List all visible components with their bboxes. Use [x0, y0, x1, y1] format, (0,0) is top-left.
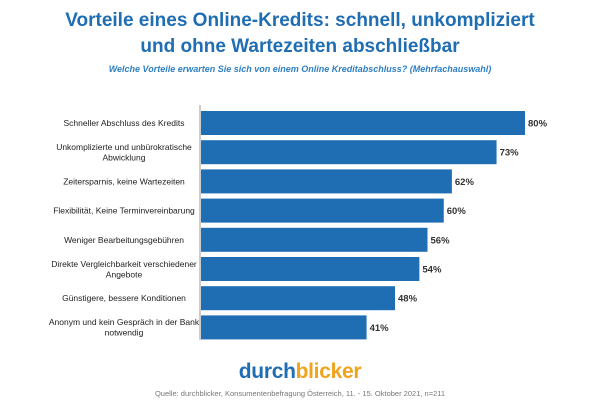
category-label: Anonym und kein Gespräch in der Bank notw…: [49, 317, 200, 338]
category-label: Schneller Abschluss des Kredits: [64, 118, 185, 128]
category-label-line: Angebote: [106, 269, 143, 279]
bar: [201, 286, 395, 311]
chart-title-line-2: und ohne Wartezeiten abschließbar: [140, 36, 460, 57]
bar: [201, 227, 428, 252]
brand-logo: durchblicker: [0, 360, 600, 384]
value-label: 60%: [447, 206, 467, 217]
bar-chart: 80% Schneller Abschluss des Kredits 73% Unk…: [49, 105, 548, 340]
category-label-line: notwendig: [105, 328, 144, 338]
value-label: 80%: [528, 119, 548, 130]
category-label: Zeitersparnis, keine Wartezeiten: [63, 176, 185, 186]
category-label-line: Schneller Abschluss des Kredits: [64, 118, 185, 128]
value-label: 54%: [422, 265, 442, 276]
bar: [201, 257, 420, 281]
category-label: Günstigere, bessere Konditionen: [62, 293, 186, 303]
chart-title-line-1: Vorteile eines Online-Kredits: schnell, …: [65, 10, 535, 31]
category-label-line: Abwicklung: [103, 152, 146, 162]
category-label-line: Unkomplizierte und unbürokratische: [56, 142, 192, 152]
value-label: 41%: [370, 323, 390, 334]
category-label: Flexibilität, Keine Terminvereinbarung: [53, 206, 195, 216]
value-label: 62%: [455, 177, 475, 188]
bar: [201, 140, 497, 165]
source-note: Quelle: durchblicker, Konsumentenbefragu…: [154, 389, 446, 398]
bar: [201, 111, 525, 135]
category-label-line: Zeitersparnis, keine Wartezeiten: [63, 176, 185, 186]
chart-title: Vorteile eines Online-Kredits: schnell, …: [0, 8, 600, 60]
bar: [201, 169, 452, 194]
value-label: 73%: [500, 148, 520, 159]
category-label: Weniger Bearbeitungsgebühren: [64, 235, 184, 245]
category-label-line: Anonym und kein Gespräch in der Bank: [49, 317, 200, 327]
logo-part-2: blicker: [295, 360, 362, 383]
category-label: Unkomplizierte und unbürokratische Abwick…: [56, 142, 192, 163]
value-label: 56%: [431, 235, 451, 246]
logo-part-1: durch: [238, 360, 296, 383]
chart-subtitle: Welche Vorteile erwarten Sie sich von ei…: [108, 64, 492, 74]
category-label-line: Flexibilität, Keine Terminvereinbarung: [53, 206, 195, 216]
category-label-line: Direkte Vergleichbarkeit verschiedener: [51, 259, 197, 269]
category-label: Direkte Vergleichbarkeit verschiedener An…: [51, 259, 197, 280]
category-label-line: Weniger Bearbeitungsgebühren: [64, 235, 184, 245]
bar: [201, 198, 444, 223]
value-label: 48%: [398, 294, 418, 305]
bar: [201, 315, 367, 340]
category-label-line: Günstigere, bessere Konditionen: [62, 293, 186, 303]
